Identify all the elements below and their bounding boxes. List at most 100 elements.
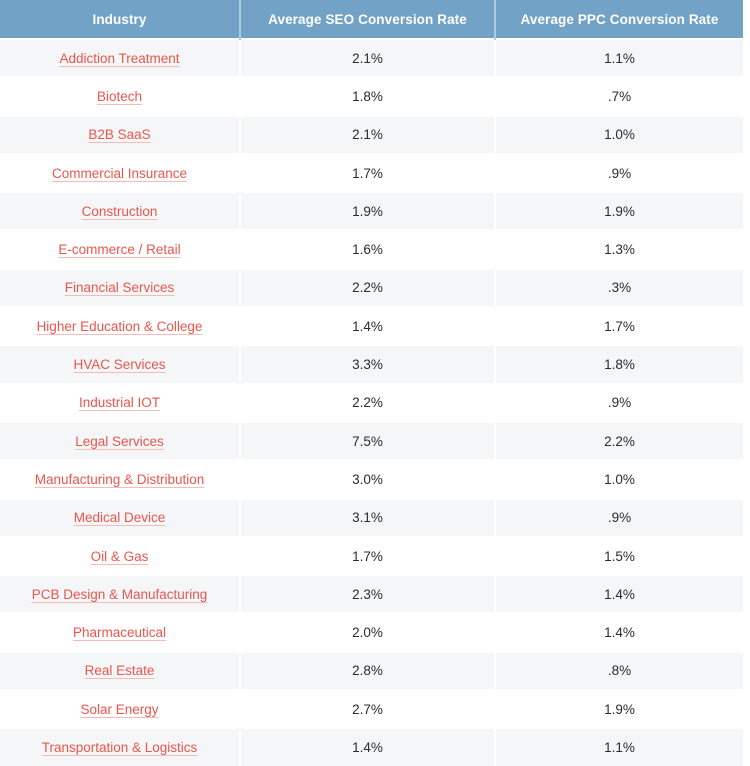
seo-rate-value: 2.1% [239, 115, 495, 154]
table-row: Biotech 1.8% .7% [0, 77, 743, 116]
seo-rate-value: 1.9% [239, 192, 495, 231]
industry-cell: Addiction Treatment [0, 39, 240, 78]
seo-rate-value: 1.4% [239, 728, 495, 766]
ppc-rate-value: 1.9% [494, 690, 743, 729]
industry-link[interactable]: Solar Energy [80, 701, 159, 717]
table-body: Addiction Treatment 2.1% 1.1% Biotech 1.8% .7… [0, 39, 743, 766]
industry-cell: Real Estate [0, 651, 240, 691]
table-row: HVAC Services 3.3% 1.8% [0, 345, 743, 384]
seo-rate-value: 2.0% [239, 613, 495, 652]
ppc-rate-value: 1.1% [494, 39, 743, 78]
ppc-rate-value: 1.8% [494, 345, 743, 384]
seo-rate-value: 3.0% [239, 460, 495, 499]
industry-link[interactable]: Financial Services [64, 280, 175, 296]
table-row: Manufacturing & Distribution 3.0% 1.0% [0, 460, 743, 499]
industry-link[interactable]: Oil & Gas [90, 548, 149, 564]
table-row: Higher Education & College 1.4% 1.7% [0, 307, 743, 346]
industry-cell: B2B SaaS [0, 115, 240, 154]
ppc-rate-value: 1.3% [494, 230, 743, 269]
table-row: Legal Services 7.5% 2.2% [0, 421, 743, 461]
seo-rate-value: 3.3% [239, 345, 495, 384]
ppc-rate-value: .9% [494, 153, 743, 193]
industry-link[interactable]: Commercial Insurance [51, 165, 188, 181]
table-row: PCB Design & Manufacturing 2.3% 1.4% [0, 575, 743, 614]
seo-rate-value: 2.2% [239, 383, 495, 422]
column-header-industry: Industry [0, 0, 240, 39]
seo-rate-value: 7.5% [239, 421, 495, 461]
seo-rate-value: 1.7% [239, 536, 495, 576]
industry-link[interactable]: Real Estate [84, 663, 155, 679]
industry-cell: Pharmaceutical [0, 613, 240, 652]
industry-link[interactable]: Construction [81, 203, 158, 219]
seo-rate-value: 1.8% [239, 77, 495, 116]
industry-cell: Solar Energy [0, 690, 240, 729]
industry-cell: HVAC Services [0, 345, 240, 384]
industry-cell: Higher Education & College [0, 307, 240, 346]
industry-link[interactable]: HVAC Services [73, 357, 166, 373]
seo-rate-value: 1.4% [239, 307, 495, 346]
seo-rate-value: 2.7% [239, 690, 495, 729]
table-row: Addiction Treatment 2.1% 1.1% [0, 39, 743, 78]
table-row: Industrial IOT 2.2% .9% [0, 383, 743, 422]
industry-cell: Biotech [0, 77, 240, 116]
ppc-rate-value: .7% [494, 77, 743, 116]
seo-rate-value: 1.6% [239, 230, 495, 269]
industry-cell: PCB Design & Manufacturing [0, 575, 240, 614]
industry-cell: Construction [0, 192, 240, 231]
seo-rate-value: 2.2% [239, 268, 495, 308]
industry-link[interactable]: Manufacturing & Distribution [34, 471, 205, 487]
column-header-ppc-rate: Average PPC Conversion Rate [494, 0, 743, 39]
industry-link[interactable]: Addiction Treatment [59, 50, 180, 66]
seo-rate-value: 1.7% [239, 153, 495, 193]
header-row: Industry Average SEO Conversion Rate Ave… [0, 0, 743, 39]
ppc-rate-value: 1.7% [494, 307, 743, 346]
ppc-rate-value: .9% [494, 383, 743, 422]
industry-cell: Commercial Insurance [0, 153, 240, 193]
seo-rate-value: 2.3% [239, 575, 495, 614]
table-row: Real Estate 2.8% .8% [0, 651, 743, 691]
industry-cell: Financial Services [0, 268, 240, 308]
seo-rate-value: 3.1% [239, 498, 495, 537]
industry-link[interactable]: B2B SaaS [88, 127, 151, 143]
industry-cell: Manufacturing & Distribution [0, 460, 240, 499]
ppc-rate-value: 1.5% [494, 536, 743, 576]
ppc-rate-value: .9% [494, 498, 743, 537]
industry-link[interactable]: Higher Education & College [36, 318, 203, 334]
industry-cell: E-commerce / Retail [0, 230, 240, 269]
table-row: Pharmaceutical 2.0% 1.4% [0, 613, 743, 652]
industry-link[interactable]: Legal Services [75, 433, 164, 449]
industry-cell: Oil & Gas [0, 536, 240, 576]
industry-cell: Medical Device [0, 498, 240, 537]
industry-link[interactable]: Medical Device [73, 510, 166, 526]
ppc-rate-value: 1.4% [494, 613, 743, 652]
table-row: Oil & Gas 1.7% 1.5% [0, 536, 743, 576]
seo-rate-value: 2.1% [239, 39, 495, 78]
industry-link[interactable]: PCB Design & Manufacturing [31, 586, 208, 602]
table-row: Transportation & Logistics 1.4% 1.1% [0, 728, 743, 766]
industry-link[interactable]: Transportation & Logistics [41, 739, 198, 755]
industry-link[interactable]: Industrial IOT [78, 395, 161, 411]
ppc-rate-value: 2.2% [494, 421, 743, 461]
table-row: Construction 1.9% 1.9% [0, 192, 743, 231]
table-row: Commercial Insurance 1.7% .9% [0, 153, 743, 193]
seo-rate-value: 2.8% [239, 651, 495, 691]
table-row: B2B SaaS 2.1% 1.0% [0, 115, 743, 154]
ppc-rate-value: .8% [494, 651, 743, 691]
industry-cell: Transportation & Logistics [0, 728, 240, 766]
industry-link[interactable]: Biotech [96, 88, 143, 104]
ppc-rate-value: 1.4% [494, 575, 743, 614]
industry-cell: Industrial IOT [0, 383, 240, 422]
table-row: Medical Device 3.1% .9% [0, 498, 743, 537]
ppc-rate-value: .3% [494, 268, 743, 308]
industry-cell: Legal Services [0, 421, 240, 461]
table-row: E-commerce / Retail 1.6% 1.3% [0, 230, 743, 269]
table-row: Solar Energy 2.7% 1.9% [0, 690, 743, 729]
ppc-rate-value: 1.1% [494, 728, 743, 766]
ppc-rate-value: 1.0% [494, 115, 743, 154]
ppc-rate-value: 1.9% [494, 192, 743, 231]
industry-link[interactable]: Pharmaceutical [72, 625, 167, 641]
table-row: Financial Services 2.2% .3% [0, 268, 743, 308]
industry-link[interactable]: E-commerce / Retail [58, 242, 181, 258]
column-header-seo-rate: Average SEO Conversion Rate [239, 0, 495, 39]
